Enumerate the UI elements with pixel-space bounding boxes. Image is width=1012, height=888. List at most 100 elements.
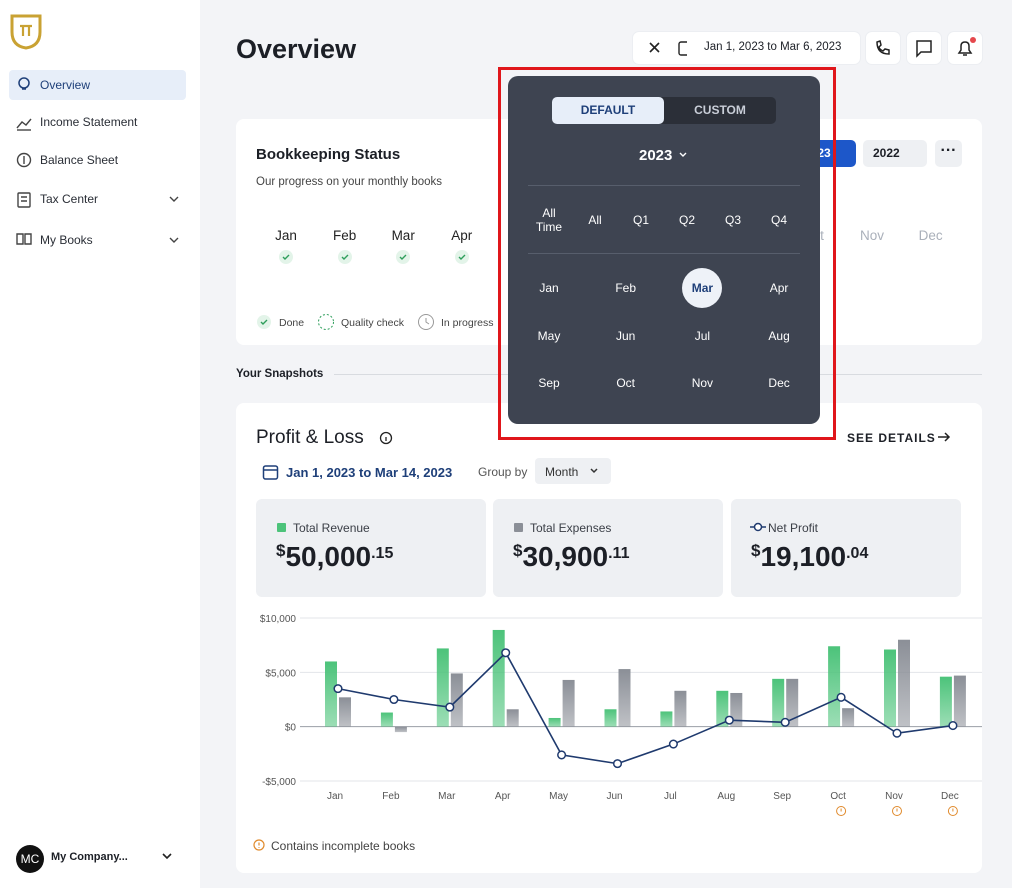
nav-item[interactable]: Tax Center: [40, 192, 99, 206]
bar: [939, 676, 952, 727]
more-button[interactable]: ···: [935, 140, 962, 167]
group-by-select[interactable]: Month: [535, 458, 611, 484]
month-option[interactable]: Jun: [616, 328, 636, 343]
bar: [953, 675, 966, 727]
month-option[interactable]: Apr: [769, 281, 789, 295]
bar: [604, 709, 617, 727]
point: [445, 702, 455, 712]
x-tick-label: Jan: [327, 791, 343, 802]
nav-item[interactable]: Balance Sheet: [40, 153, 119, 167]
month-option[interactable]: Nov: [691, 376, 714, 390]
month-label: Jan: [275, 228, 297, 243]
bar: [828, 646, 841, 727]
tab[interactable]: CUSTOM: [694, 103, 746, 117]
page-title: Overview: [236, 34, 357, 64]
legend-label: In progress: [441, 317, 494, 329]
bar: [786, 678, 799, 727]
year-button[interactable]: 2022: [863, 140, 927, 167]
month-option[interactable]: Aug: [768, 328, 790, 343]
line: [337, 651, 954, 765]
bar: [618, 669, 631, 727]
period-option[interactable]: Q3: [724, 213, 741, 227]
month-option[interactable]: Mar: [691, 281, 714, 295]
bar: [842, 708, 855, 727]
month-label: Nov: [859, 228, 884, 243]
bar: [394, 726, 407, 733]
calendar-icon: [262, 465, 279, 480]
profit-loss-card: Profit & Loss SEE DETAILS Jan 1, 2023 to…: [236, 403, 982, 873]
call-button[interactable]: [866, 32, 900, 64]
point: [668, 739, 678, 749]
point: [948, 721, 958, 731]
year-select[interactable]: 2023: [639, 147, 673, 164]
point: [780, 717, 790, 727]
point: [557, 750, 567, 760]
nav-item[interactable]: Overview: [9, 70, 186, 100]
y-tick-label: $5,000: [265, 668, 296, 679]
point: [501, 648, 511, 658]
tab[interactable]: DEFAULT: [552, 97, 664, 124]
period-option[interactable]: Q2: [678, 213, 695, 227]
chat-button[interactable]: [907, 32, 941, 64]
y-tick-label: $10,000: [260, 614, 297, 625]
bar: [506, 709, 519, 727]
month-option[interactable]: Oct: [616, 376, 636, 390]
month-label: Apr: [451, 228, 473, 243]
divider: [528, 185, 800, 186]
point: [892, 728, 902, 738]
incomplete-icon: [892, 806, 902, 816]
group-by-value: Month: [545, 465, 579, 479]
arrow: [938, 432, 951, 442]
divider: [528, 253, 800, 254]
see-details[interactable]: SEE DETAILS: [847, 431, 936, 445]
point: [836, 692, 846, 702]
legend-label: Done: [279, 317, 305, 329]
month-option[interactable]: Sep: [538, 376, 560, 390]
point: [333, 684, 343, 694]
notifications-button[interactable]: [948, 32, 982, 64]
month-option[interactable]: Dec: [768, 376, 790, 390]
tab-group: DEFAULT CUSTOM: [552, 97, 776, 124]
period-option[interactable]: All: [588, 213, 602, 227]
date-range: Jan 1, 2023 to Mar 14, 2023: [286, 465, 453, 480]
incomplete-icon: [947, 806, 958, 816]
nav-icons: [16, 77, 179, 245]
kpi-card: Net Profit $19,100.04: [731, 499, 961, 597]
y-tick-label: -$5,000: [262, 777, 296, 788]
bar: [325, 661, 337, 727]
month-option[interactable]: Feb: [615, 281, 637, 295]
kpi-value: $30,900.11: [513, 541, 630, 572]
kpi-label: Total Expenses: [530, 521, 612, 535]
legend-icons: [257, 314, 434, 330]
warning-icon: [253, 839, 265, 851]
section-title: Your Snapshots: [236, 368, 324, 380]
info-icon: [379, 431, 393, 445]
highlight-box: [498, 67, 836, 440]
incomplete-icon: [836, 806, 847, 816]
card-title: Profit & Loss: [256, 427, 364, 448]
kpi-label: Total Revenue: [293, 521, 370, 535]
period-option[interactable]: All Time: [535, 206, 563, 234]
nav-item[interactable]: Income Statement: [40, 115, 138, 129]
done-check: [278, 249, 294, 265]
done-check: [454, 249, 470, 265]
y-tick-label: $0: [285, 723, 297, 734]
nav-item[interactable]: My Books: [40, 233, 93, 247]
group-by-label: Group by: [478, 465, 528, 479]
sidebar: Overview Income Statement Balance Sheet …: [0, 0, 200, 888]
point: [724, 715, 734, 725]
x-tick-label: Dec: [941, 791, 959, 802]
x-tick-label: Oct: [830, 791, 846, 802]
month-option[interactable]: Jul: [694, 328, 711, 343]
account-name[interactable]: My Company...: [51, 851, 128, 863]
period-option[interactable]: Q4: [770, 213, 787, 227]
month-option[interactable]: Jan: [539, 281, 559, 295]
point: [612, 759, 623, 769]
bar: [772, 678, 785, 727]
date-range-button[interactable]: Jan 1, 2023 to Mar 6, 2023: [633, 32, 860, 64]
month-option[interactable]: May: [537, 328, 561, 343]
period-option[interactable]: Q1: [632, 213, 649, 227]
bar: [436, 648, 449, 727]
bar: [674, 690, 687, 727]
